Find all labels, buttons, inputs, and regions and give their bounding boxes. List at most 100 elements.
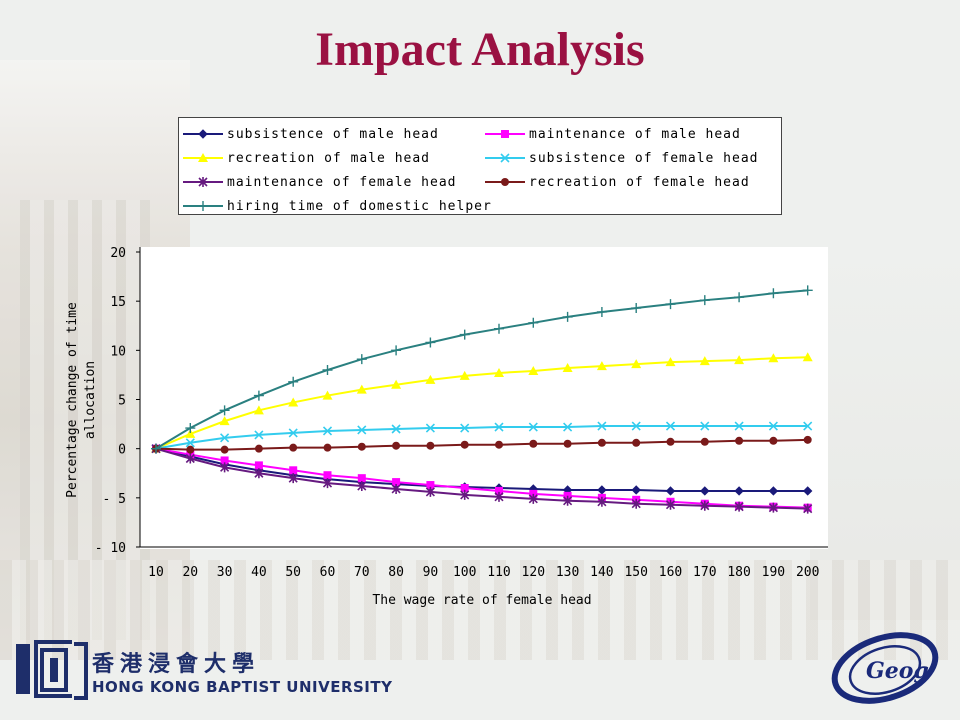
series-1 <box>152 444 812 512</box>
data-point <box>631 421 641 431</box>
data-point <box>666 437 675 446</box>
data-point <box>734 292 745 303</box>
data-point <box>357 474 366 483</box>
legend-swatch-marker <box>198 201 208 211</box>
geog-logo-text: Geog <box>866 658 929 684</box>
data-point <box>632 438 641 447</box>
chart-legend: subsistence of male head maintenance of m… <box>178 117 782 215</box>
data-point <box>631 498 641 509</box>
data-point <box>220 456 229 465</box>
data-point <box>185 428 196 438</box>
data-point <box>288 397 299 407</box>
y-tick-label: 0 <box>118 443 126 458</box>
legend-label: maintenance of female head <box>227 174 457 190</box>
x-tick-label: 200 <box>796 565 819 580</box>
data-point <box>460 440 469 449</box>
data-point <box>220 445 229 454</box>
y-tick-label: - 5 <box>103 492 126 507</box>
series-line <box>155 425 808 450</box>
data-point <box>356 384 367 394</box>
data-point <box>665 299 676 310</box>
legend-swatch-marker <box>198 177 208 187</box>
data-point <box>734 421 744 431</box>
data-point <box>185 423 196 434</box>
y-axis-label-line: Percentage change of time <box>65 302 80 498</box>
data-point <box>528 493 538 504</box>
x-tick-label: 60 <box>320 565 336 580</box>
legend-item: hiring time of domestic helper <box>183 195 492 217</box>
x-tick-label: 20 <box>182 565 198 580</box>
data-point <box>665 357 676 367</box>
data-point <box>288 473 298 484</box>
series-6 <box>151 285 813 454</box>
data-point <box>392 478 401 487</box>
data-point <box>185 453 195 464</box>
data-point <box>459 329 470 340</box>
legend-swatch-icon <box>485 153 525 163</box>
data-point <box>460 423 470 433</box>
x-tick-label: 180 <box>727 565 750 580</box>
data-point <box>665 421 676 431</box>
data-point <box>459 370 470 380</box>
data-point <box>253 390 264 401</box>
data-point <box>528 317 539 328</box>
data-point <box>426 441 435 450</box>
x-tick-label: 120 <box>522 565 545 580</box>
background-building-right <box>810 240 960 620</box>
data-point <box>596 306 607 317</box>
legend-swatch-marker <box>501 178 509 186</box>
data-point <box>288 428 298 438</box>
data-point <box>734 486 744 496</box>
legend-swatch-marker <box>198 153 208 162</box>
data-point <box>289 443 298 452</box>
y-tick-label: - 10 <box>95 541 126 556</box>
x-tick-label: 40 <box>251 565 267 580</box>
data-point <box>219 405 230 416</box>
series-line <box>155 289 808 450</box>
x-tick-label: 110 <box>487 565 510 580</box>
data-point <box>495 486 503 495</box>
data-point <box>357 442 366 451</box>
data-point <box>391 483 401 494</box>
data-point <box>323 443 332 452</box>
geog-department-logo: Geog <box>831 632 939 704</box>
series-line <box>155 356 808 450</box>
x-tick-label: 130 <box>556 565 579 580</box>
data-point <box>495 440 503 449</box>
data-point <box>220 462 230 473</box>
data-point <box>768 353 779 363</box>
legend-label: recreation of male head <box>227 150 431 166</box>
data-point <box>734 501 744 512</box>
data-point <box>322 390 333 400</box>
data-point <box>597 438 606 447</box>
data-point <box>289 466 298 475</box>
x-axis-label: The wage rate of female head <box>372 593 591 608</box>
series-line <box>155 447 808 510</box>
data-point <box>768 486 779 496</box>
data-point <box>185 438 195 448</box>
legend-label: hiring time of domestic helper <box>227 198 492 214</box>
data-point <box>494 422 504 432</box>
data-point <box>802 486 813 496</box>
x-tick-label: 170 <box>693 565 716 580</box>
data-point <box>802 352 813 362</box>
data-point <box>734 355 745 365</box>
series-5 <box>152 435 812 454</box>
legend-label: subsistence of female head <box>529 150 759 166</box>
data-point <box>322 478 333 489</box>
data-point <box>597 421 607 431</box>
series-2 <box>151 352 813 453</box>
data-point <box>528 365 539 375</box>
data-point <box>425 486 435 497</box>
x-tick-label: 190 <box>762 565 785 580</box>
data-point <box>665 486 676 496</box>
data-point <box>460 484 469 492</box>
series-3 <box>151 421 813 454</box>
data-point <box>425 374 436 384</box>
x-tick-label: 160 <box>659 565 682 580</box>
legend-label: maintenance of male head <box>529 126 741 142</box>
data-point <box>735 436 744 445</box>
legend-swatch-icon <box>485 178 525 186</box>
data-point <box>253 405 264 415</box>
